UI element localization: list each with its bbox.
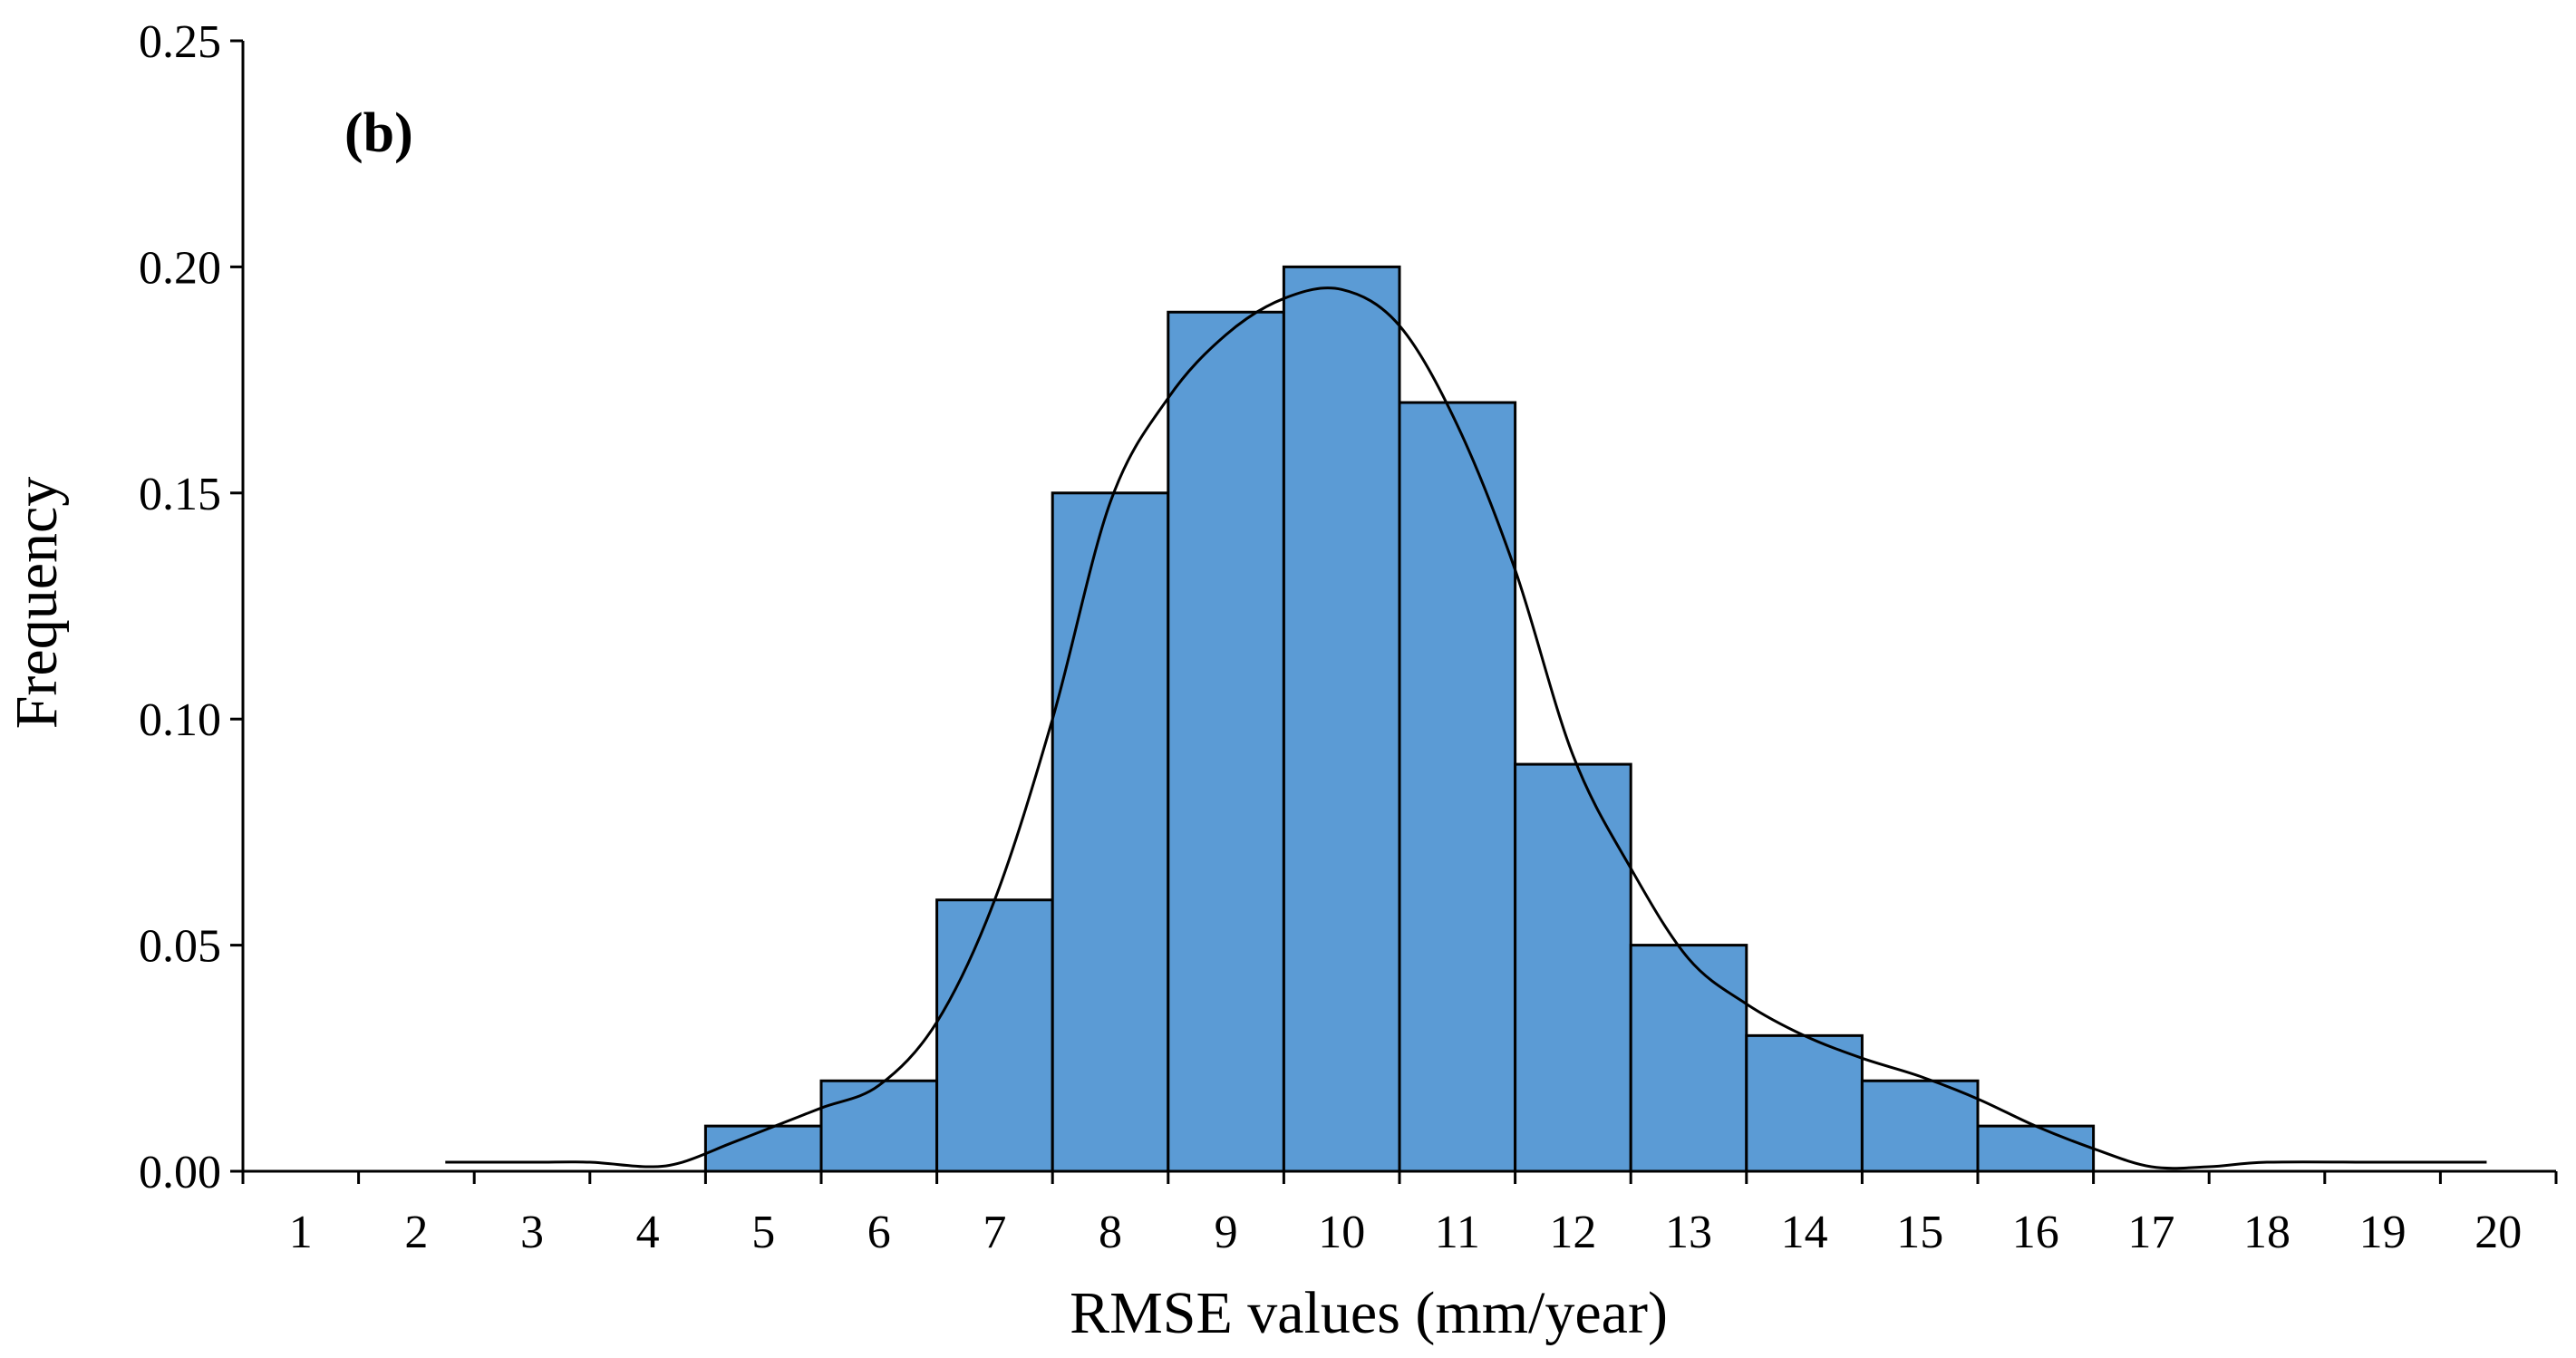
x-tick-label: 16	[2012, 1207, 2059, 1258]
x-tick-label: 20	[2474, 1207, 2522, 1258]
density-curve-layer	[445, 286, 2487, 1170]
x-tick-label: 11	[1435, 1207, 1480, 1258]
x-tick-label: 14	[1781, 1207, 1828, 1258]
histogram-bar	[1745, 1033, 1864, 1173]
histogram-bar	[1051, 491, 1170, 1173]
x-tick-label: 5	[751, 1207, 775, 1258]
axes-layer: 0.000.050.100.150.200.251 2 3 4 5 6 7 8 9 10 11 12 1…	[139, 16, 2558, 1258]
y-tick-label: 0.10	[139, 694, 221, 746]
bars-layer	[703, 265, 2096, 1173]
density-curve	[445, 286, 2487, 1170]
x-tick-label: 8	[1099, 1207, 1122, 1258]
y-tick-label: 0.05	[139, 921, 221, 973]
histogram-bar	[1282, 265, 1401, 1173]
y-tick-label: 0.00	[139, 1147, 221, 1198]
x-tick-label: 6	[867, 1207, 891, 1258]
x-tick-label: 15	[1896, 1207, 1943, 1258]
x-tick-label: 4	[636, 1207, 660, 1258]
x-tick-label: 7	[983, 1207, 1006, 1258]
histogram-bar	[1860, 1079, 1980, 1173]
x-axis-title: RMSE values (mm/year)	[1070, 1280, 1668, 1346]
x-tick-label: 2	[404, 1207, 428, 1258]
histogram-bar	[1514, 762, 1632, 1173]
x-tick-label: 3	[520, 1207, 544, 1258]
y-axis-title: Frequency	[4, 477, 70, 730]
x-tick-label: 1	[289, 1207, 313, 1258]
histogram-bar	[703, 1124, 823, 1173]
y-tick-label: 0.25	[139, 16, 221, 68]
x-tick-label: 17	[2127, 1207, 2174, 1258]
y-tick-label: 0.15	[139, 469, 221, 520]
histogram-bar	[1167, 310, 1285, 1173]
x-tick-label: 13	[1665, 1207, 1712, 1258]
x-tick-label: 18	[2243, 1207, 2290, 1258]
histogram-bar	[1398, 401, 1517, 1173]
x-tick-label: 19	[2359, 1207, 2407, 1258]
histogram-bar	[935, 898, 1054, 1173]
histogram-bar	[819, 1079, 939, 1173]
x-tick-label: 12	[1549, 1207, 1596, 1258]
panel-label: (b)	[344, 102, 413, 164]
x-tick-label: 9	[1215, 1207, 1238, 1258]
histogram-bar	[1976, 1124, 2096, 1173]
y-tick-label: 0.20	[139, 242, 221, 294]
x-tick-label: 10	[1318, 1207, 1365, 1258]
histogram-bar	[1629, 944, 1748, 1173]
